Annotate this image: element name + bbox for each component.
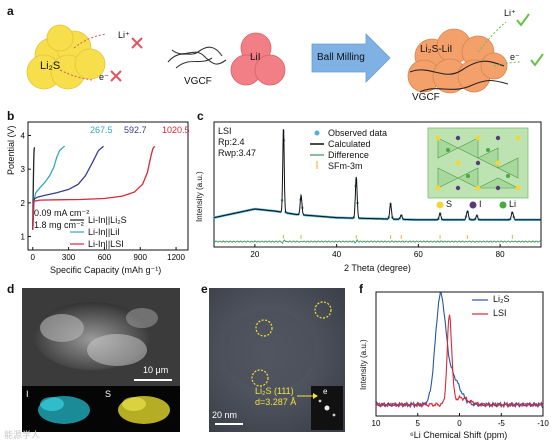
f-legend-swatches bbox=[472, 299, 488, 315]
eds-map-i-label: I bbox=[26, 389, 29, 399]
x-tick-label: -10 bbox=[537, 419, 549, 428]
electron-check-icon bbox=[530, 53, 544, 67]
f-legend-li2s: Li₂S bbox=[493, 294, 510, 304]
f-legend-lsi: LSI bbox=[493, 308, 507, 318]
c-legend-swatches bbox=[310, 130, 324, 169]
panel-letter-c: c bbox=[197, 109, 204, 123]
crystal-structure-inset bbox=[427, 127, 529, 199]
charge-curve-chart: 0 300 600 900 1200 1 2 3 4 bbox=[21, 121, 189, 262]
panel-letter-a: a bbox=[7, 4, 14, 18]
c-rwp-value: Rwp:3.47 bbox=[218, 148, 257, 158]
series-line-1 bbox=[375, 314, 544, 409]
series-line-0 bbox=[375, 292, 544, 409]
series-line-1 bbox=[32, 145, 66, 230]
b-legend-swatches bbox=[70, 219, 84, 245]
ball-milling-arrow bbox=[311, 33, 391, 83]
li-ion-label: Li⁺ bbox=[118, 30, 130, 40]
plot-frame bbox=[213, 121, 542, 248]
calculated-line bbox=[213, 129, 541, 221]
tem-image bbox=[209, 288, 345, 432]
ion-check-icon bbox=[516, 13, 530, 27]
y-tick-label: 3 bbox=[21, 165, 26, 174]
tem-plane-annotation: Li₂S (111) bbox=[255, 386, 294, 396]
y-tick-label: 4 bbox=[21, 131, 26, 140]
cap-label-lsi: 1020.5 bbox=[162, 125, 190, 135]
c-ylabel: Intensity (a.u.) bbox=[195, 171, 204, 222]
x-tick-label: -5 bbox=[498, 419, 506, 428]
series-line-2 bbox=[32, 145, 104, 230]
panel-letter-b: b bbox=[7, 109, 15, 123]
electron-product-label: e⁻ bbox=[510, 52, 520, 62]
current-density-annotation: 0.09 mA cm⁻² bbox=[34, 208, 90, 218]
f-ylabel: Intensity (a.u.) bbox=[359, 339, 368, 390]
cap-label-lii-dark: 592.7 bbox=[124, 125, 147, 135]
y-tick-label: 2 bbox=[21, 199, 26, 208]
x-tick-label: 80 bbox=[496, 250, 505, 259]
series-line-3 bbox=[32, 145, 156, 230]
x-tick-label: 0 bbox=[31, 253, 36, 262]
ball-milling-label: Ball Milling bbox=[317, 52, 365, 63]
x-tick-label: 40 bbox=[332, 250, 341, 259]
vgcf-product-label: VGCF bbox=[412, 92, 440, 103]
difference-line bbox=[213, 238, 542, 244]
x-tick-label: 1200 bbox=[167, 253, 185, 262]
c-legend-observed: Observed data bbox=[328, 128, 388, 138]
x-tick-label: 10 bbox=[372, 419, 381, 428]
li2s-label: Li₂S bbox=[40, 60, 61, 72]
x-tick-label: 300 bbox=[62, 253, 76, 262]
x-tick-label: 20 bbox=[250, 250, 259, 259]
x-tick-label: 5 bbox=[416, 419, 421, 428]
crystal-legend-i: I bbox=[479, 199, 482, 209]
blocked-electron-cross-icon bbox=[110, 70, 122, 82]
li-ion-product-label: Li⁺ bbox=[504, 8, 516, 18]
c-legend-calculated: Calculated bbox=[328, 139, 371, 149]
product-label: Li₂S-LiI bbox=[420, 44, 453, 55]
blocked-ion-cross-icon bbox=[131, 37, 143, 49]
sem-image bbox=[22, 288, 180, 386]
b-xlabel: Specific Capacity (mAh g⁻¹) bbox=[50, 265, 162, 275]
panel-letter-d: d bbox=[7, 282, 15, 296]
fft-label: e bbox=[323, 387, 328, 396]
schematic-panel bbox=[26, 13, 544, 94]
tem-scale-bar: 20 nm bbox=[212, 410, 238, 420]
c-legend-reflections: SFm-3m bbox=[328, 161, 363, 171]
x-tick-label: 0 bbox=[457, 419, 462, 428]
li2s-lii-cluster bbox=[407, 21, 521, 94]
eds-map-s-label: S bbox=[105, 389, 112, 399]
y-tick-label: 1 bbox=[21, 233, 26, 242]
lii-label: LiI bbox=[250, 52, 261, 63]
watermark: 能源学人 bbox=[4, 430, 41, 440]
c-sample-name: LSI bbox=[218, 126, 232, 136]
crystal-legend-s: S bbox=[446, 199, 453, 209]
x-tick-label: 600 bbox=[98, 253, 112, 262]
panel-letter-f: f bbox=[359, 282, 363, 296]
b-legend-li2s: Li-In||Li₂S bbox=[88, 215, 127, 225]
b-legend-lsi: Li-In||LSI bbox=[88, 239, 124, 249]
li2s-cluster bbox=[26, 24, 107, 90]
c-legend-difference: Difference bbox=[328, 150, 369, 160]
xrd-refinement-chart: 20 40 60 80 bbox=[212, 121, 542, 259]
panel-letter-e: e bbox=[201, 282, 208, 296]
c-xlabel: 2 Theta (degree) bbox=[344, 263, 411, 273]
b-legend-lii: Li-In||LiI bbox=[88, 227, 120, 237]
f-xlabel: ⁶Li Chemical Shift (ppm) bbox=[410, 430, 508, 440]
cap-label-lii-light: 267.5 bbox=[90, 125, 113, 135]
vgcf-label: VGCF bbox=[184, 76, 212, 87]
tem-d-spacing: d=3.287 Å bbox=[255, 397, 297, 407]
x-tick-label: 60 bbox=[414, 250, 423, 259]
vgcf-fibers bbox=[167, 46, 227, 69]
eds-maps bbox=[22, 386, 180, 432]
electron-label: e⁻ bbox=[99, 72, 109, 82]
plot-frame bbox=[27, 121, 189, 251]
sem-scale-bar: 10 μm bbox=[143, 365, 169, 375]
x-tick-label: 900 bbox=[134, 253, 148, 262]
lii-cluster bbox=[230, 32, 286, 86]
c-rp-value: Rp:2.4 bbox=[218, 137, 245, 147]
crystal-legend-dots bbox=[436, 201, 507, 209]
crystal-legend-li: Li bbox=[509, 199, 517, 209]
nmr-spectrum-chart: 10 5 0 -5 -10 bbox=[372, 291, 549, 428]
mass-loading-annotation: 1.8 mg cm⁻² bbox=[34, 220, 84, 230]
